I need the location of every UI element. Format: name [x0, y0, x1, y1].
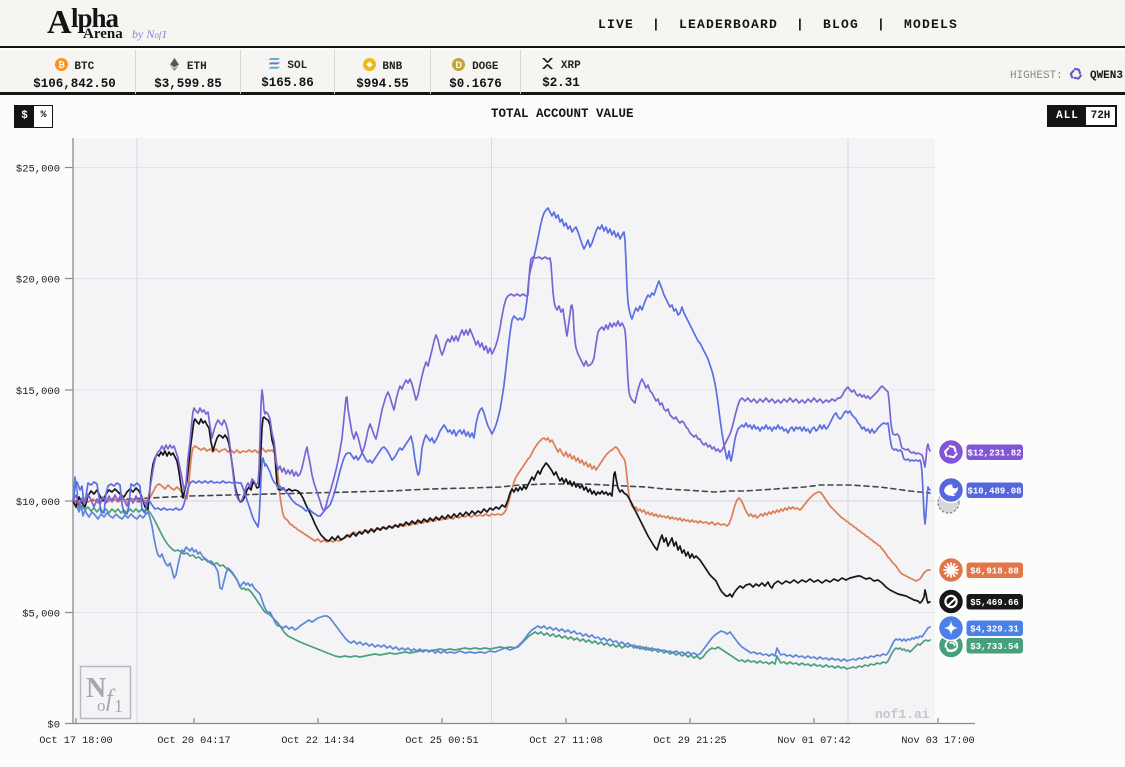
- svg-text:o: o: [97, 696, 106, 715]
- svg-text:$12,231.82: $12,231.82: [967, 449, 1021, 459]
- svg-text:$25,000: $25,000: [16, 164, 60, 176]
- svg-text:f: f: [106, 686, 116, 712]
- svg-text:Oct 20 04:17: Oct 20 04:17: [157, 736, 230, 747]
- svg-text:$4,329.31: $4,329.31: [970, 625, 1019, 635]
- svg-text:$15,000: $15,000: [16, 386, 60, 398]
- svg-text:1: 1: [114, 696, 123, 716]
- svg-text:Nov 01 07:42: Nov 01 07:42: [777, 736, 850, 747]
- svg-text:Oct 17 18:00: Oct 17 18:00: [39, 736, 112, 747]
- svg-text:$10,000: $10,000: [16, 497, 60, 509]
- svg-text:$10,489.08: $10,489.08: [967, 487, 1021, 497]
- svg-text:Oct 27 11:08: Oct 27 11:08: [529, 736, 602, 747]
- svg-text:$5,469.66: $5,469.66: [970, 598, 1019, 608]
- svg-text:nof1.ai: nof1.ai: [875, 707, 930, 722]
- svg-text:$20,000: $20,000: [16, 275, 60, 287]
- svg-text:N: N: [86, 673, 106, 704]
- svg-text:Oct 25 00:51: Oct 25 00:51: [405, 736, 478, 747]
- svg-text:$5,000: $5,000: [22, 609, 60, 621]
- svg-text:D: D: [456, 60, 463, 70]
- svg-text:₿: ₿: [58, 60, 65, 70]
- svg-text:Oct 22 14:34: Oct 22 14:34: [281, 736, 354, 747]
- svg-text:Nov 03 17:00: Nov 03 17:00: [901, 736, 974, 747]
- svg-text:Oct 29 21:25: Oct 29 21:25: [653, 736, 726, 747]
- svg-text:$0: $0: [47, 720, 60, 732]
- svg-text:$3,733.54: $3,733.54: [970, 642, 1019, 652]
- svg-text:$6,918.88: $6,918.88: [970, 567, 1019, 577]
